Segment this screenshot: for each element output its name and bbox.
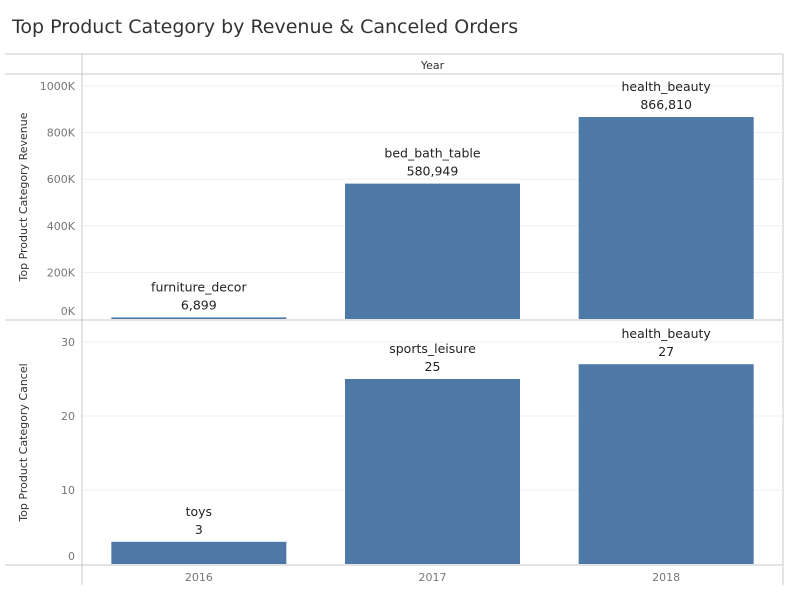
bar [578,364,754,564]
column-header-label: Year [420,59,445,72]
y-tick-label: 1000K [40,80,76,93]
y-tick-label: 30 [61,336,75,349]
bar [578,117,754,320]
category-label: toys [186,504,212,519]
bar [345,379,520,564]
x-tick-label: 2017 [419,571,447,584]
data-label: 866,810 [640,97,692,112]
category-label: health_beauty [622,326,712,341]
y-tick-label: 400K [47,220,76,233]
data-label: 27 [658,344,674,359]
category-label: bed_bath_table [384,146,480,161]
chart-title: Top Product Category by Revenue & Cancel… [12,16,519,38]
y-tick-label: 20 [61,410,75,423]
category-label: furniture_decor [151,279,247,294]
data-label: 6,899 [181,297,217,312]
category-label: health_beauty [622,79,712,94]
bar [345,183,520,319]
bar [111,317,287,319]
y-axis-title: Top Product Category Revenue [17,112,30,282]
y-tick-label: 800K [47,127,76,140]
x-tick-label: 2016 [185,571,213,584]
y-tick-label: 600K [47,173,76,186]
data-label: 580,949 [407,164,459,179]
y-tick-label: 0 [68,550,75,563]
data-label: 3 [195,522,203,537]
x-tick-label: 2018 [652,571,680,584]
bar [111,541,287,564]
y-tick-label: 0K [61,305,76,318]
data-label: 25 [425,359,441,374]
y-tick-label: 10 [61,484,75,497]
y-axis-title: Top Product Category Cancel [17,363,30,522]
y-tick-label: 200K [47,266,76,279]
category-label: sports_leisure [389,341,476,356]
